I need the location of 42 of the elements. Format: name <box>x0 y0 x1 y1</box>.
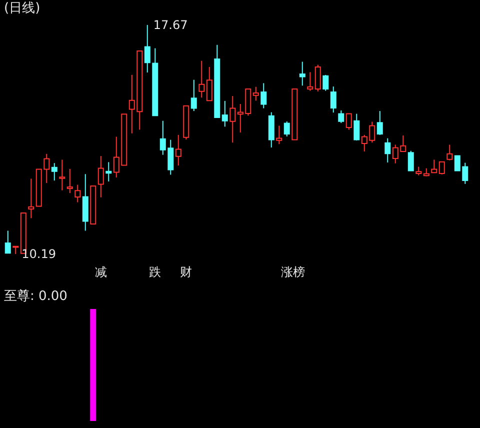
text: 财 <box>180 265 192 279</box>
candlestick <box>66 168 73 194</box>
candlestick <box>74 184 81 203</box>
candlestick <box>98 156 104 198</box>
candlestick <box>438 161 445 175</box>
text: 跌 <box>149 265 162 279</box>
annotation: 10.19 <box>22 247 56 261</box>
text: 减 <box>94 265 107 279</box>
candlestick <box>307 72 314 92</box>
candlestick <box>446 144 453 161</box>
candlestick <box>284 120 290 137</box>
candlestick <box>268 112 274 148</box>
candlestick <box>230 96 236 144</box>
candlestick <box>106 162 112 182</box>
candlestick <box>4 230 11 254</box>
candlestick <box>276 125 282 145</box>
candlestick <box>376 110 383 136</box>
candlestick <box>206 66 212 102</box>
candlestick <box>260 82 267 109</box>
candlestick <box>51 162 58 182</box>
candlestick <box>252 86 259 102</box>
candlestick <box>59 159 66 191</box>
text: 涨榜 <box>280 265 305 279</box>
candlestick <box>354 113 360 141</box>
candlestick <box>144 24 150 73</box>
candlestick <box>190 79 197 112</box>
candlestick <box>198 60 205 98</box>
candlestick <box>384 138 391 163</box>
chart-title: 至尊: 0.00 <box>4 289 68 304</box>
candlestick <box>322 74 329 92</box>
candlestick <box>346 113 352 130</box>
candlestick <box>175 134 182 166</box>
candlestick <box>28 178 34 219</box>
candlestick <box>431 159 438 174</box>
candlestick <box>314 64 321 92</box>
annotation: 17.67 <box>153 18 188 32</box>
candlestick <box>408 150 414 172</box>
candlestick <box>338 110 344 124</box>
candlestick <box>330 86 336 114</box>
candlestick <box>222 100 228 128</box>
candlestick <box>299 61 306 86</box>
chart-title: (日线) <box>4 1 40 16</box>
